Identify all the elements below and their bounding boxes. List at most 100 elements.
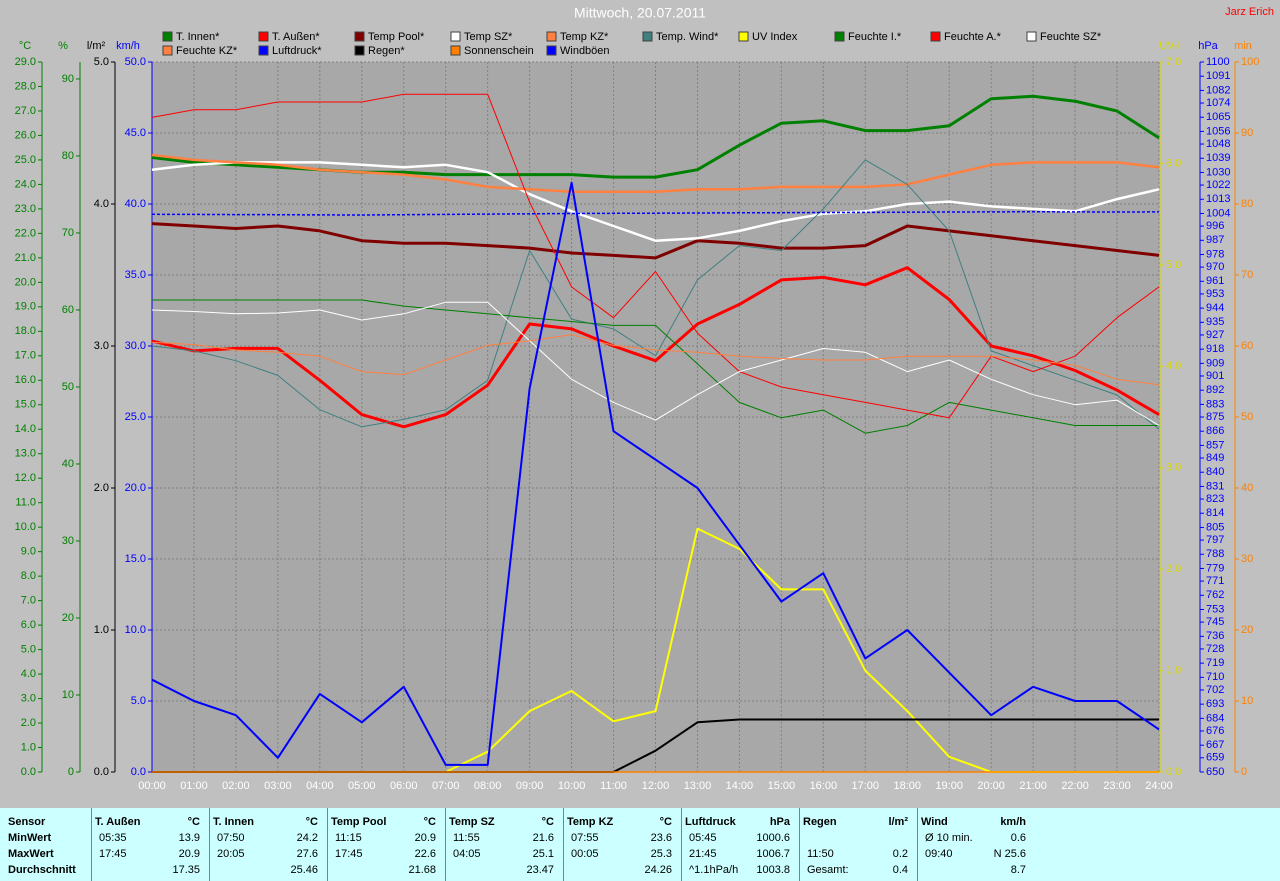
cell-value: 17.35 bbox=[172, 864, 200, 876]
row-label: MinWert bbox=[8, 832, 52, 844]
tick-label: 1022 bbox=[1206, 179, 1230, 191]
cell-time: 00:05 bbox=[571, 848, 599, 860]
tick-label: 4.0 bbox=[21, 668, 36, 680]
tick-label: 13.0 bbox=[15, 448, 36, 460]
tick-label: 909 bbox=[1206, 357, 1224, 369]
tick-label: 1013 bbox=[1206, 193, 1230, 205]
column-unit: °C bbox=[423, 816, 436, 828]
tick-label: 23.0 bbox=[15, 203, 36, 215]
tick-label: 12.0 bbox=[15, 472, 36, 484]
column-header: T. Innen bbox=[213, 816, 254, 828]
legend-label: Feuchte SZ* bbox=[1040, 31, 1102, 43]
row-label: Durchschnitt bbox=[8, 864, 76, 876]
series-line bbox=[151, 181, 1160, 766]
tick-label: 728 bbox=[1206, 643, 1224, 655]
axis-unit: km/h bbox=[116, 40, 140, 52]
chart-title: Mittwoch, 20.07.2011 bbox=[574, 5, 706, 21]
tick-label: 7.0 bbox=[1166, 56, 1181, 68]
legend-label: UV Index bbox=[752, 31, 798, 43]
cell-value: 25.1 bbox=[532, 848, 554, 860]
tick-label: 4.0 bbox=[1166, 360, 1181, 372]
tick-label: 50.0 bbox=[125, 56, 146, 68]
cell-value: 0.2 bbox=[892, 848, 908, 860]
tick-label: 21.0 bbox=[15, 252, 36, 264]
series-line bbox=[151, 334, 1160, 386]
tick-label: 719 bbox=[1206, 657, 1224, 669]
tick-label: 693 bbox=[1206, 698, 1224, 710]
column-unit: °C bbox=[659, 816, 672, 828]
tick-label: 0.0 bbox=[21, 766, 36, 778]
tick-label: 736 bbox=[1206, 630, 1224, 642]
tick-label: 944 bbox=[1206, 302, 1224, 314]
tick-label: 26.0 bbox=[15, 129, 36, 141]
tick-label: 1091 bbox=[1206, 70, 1230, 82]
cell-value: 27.6 bbox=[296, 848, 318, 860]
legend-swatch bbox=[450, 31, 461, 42]
tick-label: 11.0 bbox=[15, 497, 36, 509]
legend-label: T. Innen* bbox=[176, 31, 220, 43]
legend-swatch bbox=[450, 45, 461, 56]
tick-label: 892 bbox=[1206, 384, 1224, 396]
tick-label: 996 bbox=[1206, 220, 1224, 232]
stats-table: Sensor MinWert MaxWert Durchschnitt T. Außen… bbox=[0, 808, 1280, 881]
legend-label: Temp Pool* bbox=[368, 31, 425, 43]
x-tick-label: 23:00 bbox=[1103, 780, 1131, 792]
tick-label: 953 bbox=[1206, 288, 1224, 300]
tick-label: 40.0 bbox=[125, 198, 146, 210]
tick-label: 779 bbox=[1206, 562, 1224, 574]
tick-label: 6.0 bbox=[21, 619, 36, 631]
axis-unit: °C bbox=[19, 40, 31, 52]
chart: Mittwoch, 20.07.2011 Jarz Erich °C 0.0 1.0… bbox=[14, 4, 1274, 792]
separator bbox=[445, 808, 446, 881]
tick-label: 10.0 bbox=[15, 521, 36, 533]
row-label: Sensor bbox=[8, 816, 46, 828]
tick-label: 1056 bbox=[1206, 125, 1230, 137]
x-tick-label: 22:00 bbox=[1061, 780, 1089, 792]
x-tick-label: 17:00 bbox=[852, 780, 880, 792]
tick-label: 3.0 bbox=[21, 692, 36, 704]
tick-label: 1074 bbox=[1206, 97, 1230, 109]
tick-label: 4.0 bbox=[94, 198, 109, 210]
cell-value: 21.68 bbox=[408, 864, 436, 876]
tick-label: 659 bbox=[1206, 752, 1224, 764]
tick-label: 20.0 bbox=[15, 276, 36, 288]
tick-label: 1065 bbox=[1206, 111, 1230, 123]
tick-label: 840 bbox=[1206, 466, 1224, 478]
cell-value: 0.4 bbox=[892, 864, 908, 876]
tick-label: 100 bbox=[1241, 56, 1259, 68]
cell-time: 17:45 bbox=[335, 848, 363, 860]
x-tick-label: 06:00 bbox=[390, 780, 418, 792]
tick-label: 40 bbox=[1241, 482, 1253, 494]
series-line bbox=[151, 301, 1160, 426]
cell-time: ^1.1hPa/h bbox=[689, 864, 739, 876]
cell-value: 1006.7 bbox=[756, 848, 790, 860]
tick-label: 866 bbox=[1206, 425, 1224, 437]
x-tick-label: 02:00 bbox=[222, 780, 250, 792]
series-line bbox=[152, 299, 1159, 434]
cell-value: 13.9 bbox=[178, 832, 200, 844]
tick-label: 29.0 bbox=[15, 56, 36, 68]
axis-unit: % bbox=[58, 40, 68, 52]
x-tick-label: 14:00 bbox=[726, 780, 754, 792]
x-tick-label: 12:00 bbox=[642, 780, 670, 792]
tick-label: 7.0 bbox=[21, 595, 36, 607]
cell-value: 8.7 bbox=[1010, 864, 1026, 876]
separator bbox=[917, 808, 918, 881]
tick-label: 0 bbox=[1241, 766, 1247, 778]
legend-label: T. Außen* bbox=[272, 31, 320, 43]
tick-label: 20.0 bbox=[125, 482, 146, 494]
tick-label: 90 bbox=[1241, 127, 1253, 139]
x-tick-label: 20:00 bbox=[977, 780, 1005, 792]
tick-label: 745 bbox=[1206, 616, 1224, 628]
legend-swatch bbox=[258, 45, 269, 56]
x-tick-label: 11:00 bbox=[600, 780, 627, 792]
tick-label: 5.0 bbox=[1166, 259, 1181, 271]
legend-label: Temp SZ* bbox=[464, 31, 513, 43]
tick-label: 1082 bbox=[1206, 84, 1230, 96]
tick-label: 901 bbox=[1206, 370, 1224, 382]
legend-label: Feuchte A.* bbox=[944, 31, 1002, 43]
axis-unit: UV-I bbox=[1159, 40, 1180, 52]
cell-value: 20.9 bbox=[414, 832, 436, 844]
cell-time: 11:55 bbox=[453, 832, 480, 844]
x-tick-label: 08:00 bbox=[474, 780, 502, 792]
